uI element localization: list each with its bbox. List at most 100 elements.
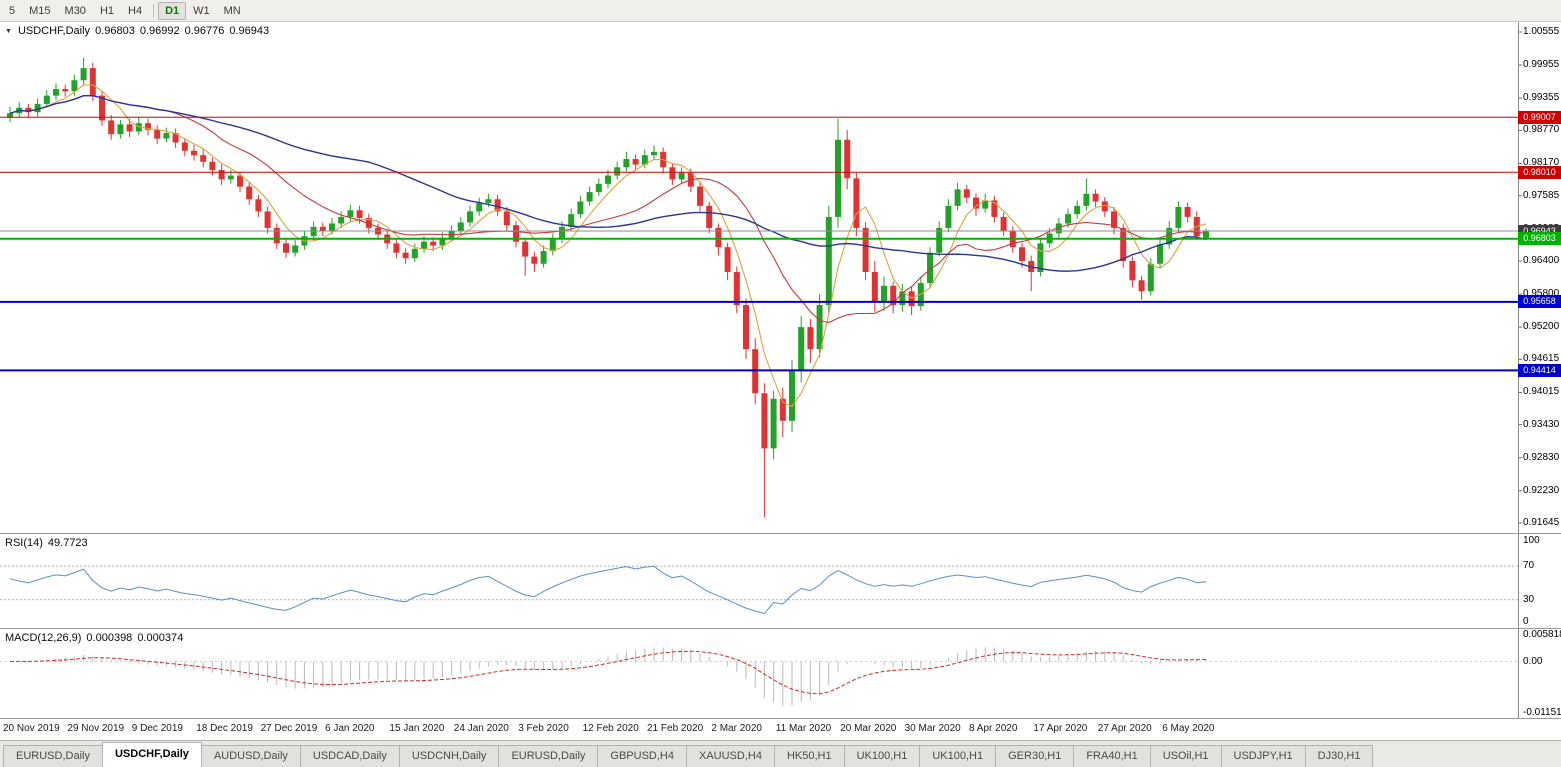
rsi-scale-label: 100 <box>1523 535 1540 546</box>
rsi-panel: RSI(14) 49.7723 100 70 30 0 <box>0 533 1561 628</box>
timeframe-mn[interactable]: MN <box>223 4 241 17</box>
price-scale-label: 0.99955 <box>1523 59 1560 71</box>
timeframe-w1[interactable]: W1 <box>193 4 210 17</box>
date-label: 12 Feb 2020 <box>582 723 639 734</box>
ma-line-fast <box>9 84 1207 408</box>
main-chart-panel: ▼ USDCHF,Daily 0.96803 0.96992 0.96776 0… <box>0 22 1561 533</box>
date-label: 6 Jan 2020 <box>325 723 375 734</box>
tab-fra40-h1[interactable]: FRA40,H1 <box>1073 745 1151 767</box>
macd-header: MACD(12,26,9) 0.000398 0.000374 <box>5 632 183 644</box>
date-label: 2 Mar 2020 <box>711 723 762 734</box>
timeframe-m30[interactable]: M30 <box>64 4 86 17</box>
rsi-scale-label: 30 <box>1523 593 1535 605</box>
macd-main-value: 0.000398 <box>86 632 133 644</box>
price-scale-label: 0.94615 <box>1523 353 1560 365</box>
tab-eurusd-daily[interactable]: EURUSD,Daily <box>3 745 103 767</box>
price-scale-label: 0.94015 <box>1523 386 1560 398</box>
main-chart-canvas[interactable] <box>0 22 1561 533</box>
chart-region: ▼ USDCHF,Daily 0.96803 0.96992 0.96776 0… <box>0 22 1561 740</box>
date-axis[interactable]: 20 Nov 2019 29 Nov 2019 9 Dec 2019 18 Dec 2… <box>0 718 1561 740</box>
ohlc-open: 0.96803 <box>95 25 135 37</box>
price-scale-label: 0.91645 <box>1523 517 1560 529</box>
price-scale-label: 0.95200 <box>1523 321 1560 333</box>
rsi-scale-label: 70 <box>1523 560 1535 572</box>
date-label: 17 Apr 2020 <box>1033 723 1088 734</box>
date-label: 24 Jan 2020 <box>453 723 509 734</box>
date-label: 30 Mar 2020 <box>904 723 961 734</box>
rsi-canvas[interactable] <box>0 534 1561 628</box>
date-label: 8 Apr 2020 <box>969 723 1018 734</box>
date-label: 27 Apr 2020 <box>1097 723 1152 734</box>
date-label: 20 Nov 2019 <box>3 723 60 734</box>
price-scale-label: 0.98770 <box>1523 124 1560 136</box>
price-scale-label: 0.96400 <box>1523 254 1560 266</box>
level-price-tag-0.98010[interactable]: 0.98010 <box>1518 165 1561 179</box>
tab-usdcad-daily[interactable]: USDCAD,Daily <box>299 745 400 767</box>
tab-usdchf-daily[interactable]: USDCHF,Daily <box>101 742 202 767</box>
macd-canvas[interactable] <box>0 629 1561 718</box>
rsi-value: 49.7723 <box>47 537 88 549</box>
chart-symbol-label: USDCHF,Daily <box>17 25 91 37</box>
price-scale-label: 1.00555 <box>1523 26 1560 37</box>
tab-gbpusd-h4[interactable]: GBPUSD,H4 <box>597 745 687 767</box>
tab-uk100-h1[interactable]: UK100,H1 <box>843 745 921 767</box>
timeframe-h1[interactable]: H1 <box>99 4 114 17</box>
price-scale-label: 0.97585 <box>1523 189 1560 201</box>
date-label: 15 Jan 2020 <box>389 723 445 734</box>
price-scale-label: 0.92830 <box>1523 451 1560 463</box>
level-price-tag-0.96803[interactable]: 0.96803 <box>1518 232 1561 246</box>
tab-dj30-h1[interactable]: DJ30,H1 <box>1304 745 1374 767</box>
date-label: 9 Dec 2019 <box>131 723 183 734</box>
tab-usoil-h1[interactable]: USOil,H1 <box>1149 745 1222 767</box>
macd-scale-label: 0.00 <box>1523 655 1543 667</box>
ma-line-mid <box>9 95 1207 324</box>
timeframe-d1[interactable]: D1 <box>158 1 187 20</box>
chart-collapse-icon[interactable]: ▼ <box>5 27 12 35</box>
price-scale-label: 0.98170 <box>1523 157 1560 169</box>
tab-xauusd-h4[interactable]: XAUUSD,H4 <box>685 745 775 767</box>
ohlc-high: 0.96992 <box>139 25 180 37</box>
rsi-scale-label: 0 <box>1523 616 1529 627</box>
date-label: 3 Feb 2020 <box>518 723 569 734</box>
date-label: 27 Dec 2019 <box>260 723 318 734</box>
timeframe-h4[interactable]: H4 <box>128 4 143 17</box>
rsi-line <box>9 565 1207 615</box>
price-scale-label: 0.95800 <box>1523 288 1560 300</box>
tab-audusd-daily[interactable]: AUDUSD,Daily <box>200 745 301 767</box>
tab-hk50-h1[interactable]: HK50,H1 <box>773 745 845 767</box>
level-price-tag-0.94414[interactable]: 0.94414 <box>1518 363 1561 377</box>
date-label: 29 Nov 2019 <box>67 723 125 734</box>
tab-usdcnh-daily[interactable]: USDCNH,Daily <box>398 745 500 767</box>
timeframe-toolbar: 5 M15 M30 H1 H4 D1 W1 MN <box>0 0 1561 22</box>
level-price-tag-0.99007[interactable]: 0.99007 <box>1518 110 1561 124</box>
price-scale-label: 0.99355 <box>1523 92 1560 104</box>
toolbar-separator <box>153 3 155 18</box>
date-label: 20 Mar 2020 <box>840 723 897 734</box>
macd-signal-value: 0.000374 <box>137 632 184 644</box>
timeframe-m15[interactable]: M15 <box>29 4 51 17</box>
tab-eurusd-daily[interactable]: EURUSD,Daily <box>498 745 599 767</box>
chart-header: ▼ USDCHF,Daily 0.96803 0.96992 0.96776 0… <box>5 25 269 37</box>
price-scale-label: 0.93430 <box>1523 418 1560 430</box>
date-label: 18 Dec 2019 <box>196 723 253 734</box>
rsi-label: RSI(14) <box>5 537 43 549</box>
date-label: 6 May 2020 <box>1162 723 1215 734</box>
candles-layer <box>7 57 1209 518</box>
macd-scale-label: -0.011514 <box>1523 707 1561 718</box>
rsi-header: RSI(14) 49.7723 <box>5 537 88 549</box>
macd-scale-label: 0.005818 <box>1523 629 1561 640</box>
macd-panel: MACD(12,26,9) 0.000398 0.000374 0.005818… <box>0 628 1561 718</box>
date-label: 11 Mar 2020 <box>775 723 832 734</box>
tab-ger30-h1[interactable]: GER30,H1 <box>995 745 1075 767</box>
tab-usdjpy-h1[interactable]: USDJPY,H1 <box>1220 745 1306 767</box>
ohlc-close: 0.96943 <box>229 25 270 37</box>
symbol-tabbar: EURUSD,Daily USDCHF,Daily AUDUSD,Daily USDC… <box>0 740 1561 767</box>
macd-label: MACD(12,26,9) <box>5 632 82 644</box>
macd-histogram <box>18 647 1207 707</box>
tab-uk100-h1[interactable]: UK100,H1 <box>919 745 997 767</box>
ohlc-low: 0.96776 <box>184 25 225 37</box>
date-label: 21 Feb 2020 <box>647 723 704 734</box>
ma-line-slow <box>9 94 1207 272</box>
timeframe-5[interactable]: 5 <box>9 4 16 17</box>
level-price-tag-0.95658[interactable]: 0.95658 <box>1518 295 1561 309</box>
